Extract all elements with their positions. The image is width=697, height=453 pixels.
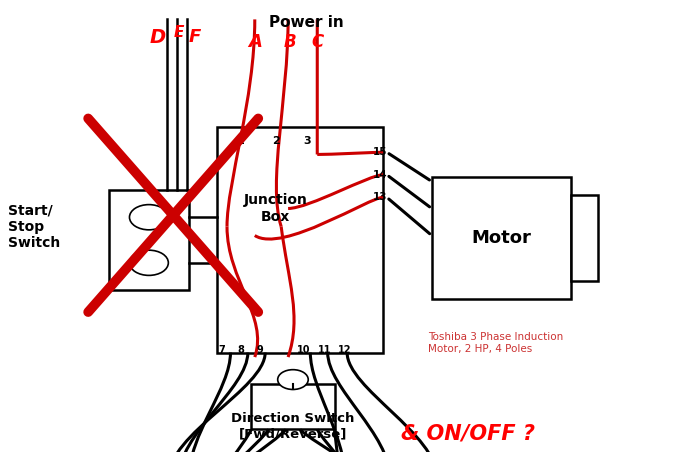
Text: 11: 11 <box>317 345 331 355</box>
Text: Power in: Power in <box>270 15 344 30</box>
Text: D: D <box>149 28 166 47</box>
Text: 15: 15 <box>373 147 388 157</box>
Text: Start/
Stop
Switch: Start/ Stop Switch <box>8 203 61 250</box>
Text: Direction Switch
[Fwd/Reverse]: Direction Switch [Fwd/Reverse] <box>231 412 355 440</box>
Text: A: A <box>248 33 261 51</box>
Bar <box>109 190 189 289</box>
Bar <box>571 195 599 280</box>
Text: 14: 14 <box>373 170 388 180</box>
Text: 9: 9 <box>257 345 263 355</box>
Text: Motor: Motor <box>471 229 531 247</box>
Text: Junction
Box: Junction Box <box>244 193 307 224</box>
Text: F: F <box>188 29 201 46</box>
Text: 8: 8 <box>238 345 245 355</box>
Bar <box>432 177 571 299</box>
Text: 7: 7 <box>219 345 226 355</box>
Text: 1: 1 <box>237 136 245 146</box>
Text: Toshiba 3 Phase Induction
Motor, 2 HP, 4 Poles: Toshiba 3 Phase Induction Motor, 2 HP, 4… <box>429 333 564 354</box>
Bar <box>217 127 383 352</box>
Circle shape <box>130 205 169 230</box>
Circle shape <box>277 370 308 390</box>
Text: B: B <box>283 33 296 51</box>
Text: 3: 3 <box>303 136 311 146</box>
Circle shape <box>130 250 169 275</box>
Text: & ON/OFF ?: & ON/OFF ? <box>401 424 535 443</box>
Text: 10: 10 <box>297 345 310 355</box>
Text: C: C <box>311 33 323 51</box>
Bar <box>252 384 335 429</box>
Text: E: E <box>174 25 183 40</box>
Text: 13: 13 <box>373 192 388 202</box>
Text: 12: 12 <box>338 345 352 355</box>
Text: 2: 2 <box>272 136 279 146</box>
